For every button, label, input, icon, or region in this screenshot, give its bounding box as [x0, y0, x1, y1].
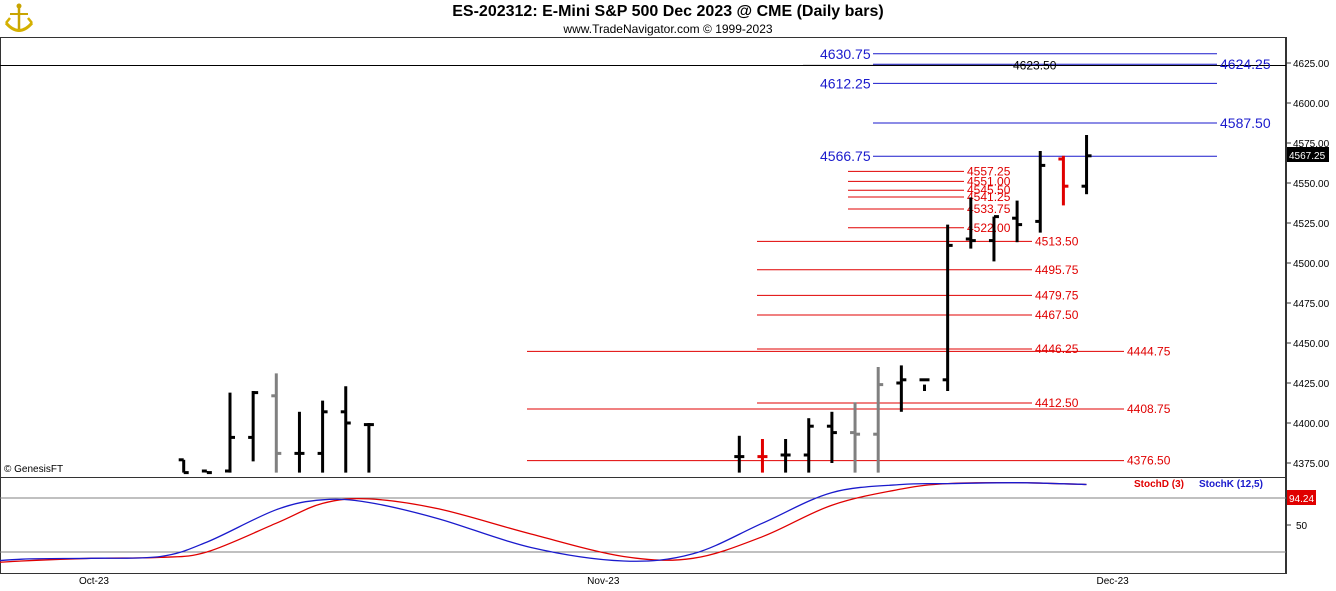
- osc-tick-label: 50: [1296, 521, 1308, 532]
- date-tick-label: Nov-23: [587, 576, 620, 587]
- ohlc-bar: [317, 400, 328, 473]
- level-label: 4557.25: [967, 164, 1011, 178]
- ohlc-bar: [340, 386, 351, 473]
- stoch-value-label: 94.24: [1289, 494, 1314, 505]
- ohlc-bar: [734, 435, 745, 473]
- price-tick-label: 4575.00: [1293, 139, 1330, 150]
- level-label: 4587.50: [1220, 115, 1271, 131]
- ohlc-bar: [271, 373, 282, 473]
- ohlc-bar: [826, 411, 837, 463]
- level-label: 4376.50: [1127, 454, 1171, 468]
- ohlc-bar: [873, 367, 884, 473]
- level-label: 4566.75: [820, 148, 871, 164]
- ohlc-bar: [942, 224, 953, 391]
- level-label: 4623.50: [1013, 58, 1057, 72]
- level-label: 4630.75: [820, 46, 871, 62]
- last-price-label: 4567.25: [1289, 151, 1326, 162]
- ohlc-bar: [1058, 155, 1069, 206]
- ohlc-bar: [988, 215, 999, 262]
- stoch-series-line: [0, 482, 1087, 562]
- price-tick-label: 4625.00: [1293, 59, 1330, 70]
- legend-stochk: StochK (12,5): [1199, 479, 1263, 490]
- level-label: 4408.75: [1127, 402, 1171, 416]
- level-label: 4522.00: [967, 221, 1011, 235]
- chart-subtitle: www.TradeNavigator.com © 1999-2023: [563, 22, 773, 36]
- level-label: 4551.00: [967, 174, 1011, 188]
- date-tick-label: Dec-23: [1096, 576, 1129, 587]
- level-lines: 4630.75 4624.25 4623.50 4612.25 4587.50 4566.…: [527, 46, 1271, 468]
- price-tick-label: 4450.00: [1293, 339, 1330, 350]
- ohlc-bar: [1081, 135, 1092, 195]
- level-label: 4624.25: [1220, 56, 1271, 72]
- ohlc-bar: [248, 391, 259, 462]
- ohlc-bar: [896, 365, 907, 412]
- ohlc-bar: [965, 197, 976, 249]
- date-axis: Oct-23 Nov-23 Dec-23: [79, 576, 1129, 587]
- level-label: 4513.50: [1035, 234, 1079, 248]
- price-tick-label: 4375.00: [1293, 459, 1330, 470]
- level-label: 4479.75: [1035, 288, 1079, 302]
- price-tick-label: 4500.00: [1293, 259, 1330, 270]
- chart-title: ES-202312: E-Mini S&P 500 Dec 2023 @ CME…: [452, 3, 884, 20]
- stochastic-pane: 50: [0, 481, 1308, 563]
- ohlc-bar: [757, 439, 768, 473]
- level-label: 4541.25: [967, 190, 1011, 204]
- level-label: 4612.25: [820, 75, 871, 91]
- level-label: 4533.75: [967, 202, 1011, 216]
- ohlc-bar: [178, 458, 189, 475]
- trade-navigator-logo: [4, 3, 34, 32]
- price-tick-label: 4425.00: [1293, 379, 1330, 390]
- level-label: 4444.75: [1127, 344, 1171, 358]
- plot-frame: [0, 37, 1286, 574]
- ohlc-bar: [780, 439, 791, 473]
- ohlc-bar: [803, 418, 814, 473]
- last-price-badge: [1287, 147, 1329, 162]
- ohlc-bar: [363, 423, 374, 473]
- ohlc-bar: [919, 378, 930, 391]
- price-bars: [178, 135, 1092, 475]
- level-label: 4412.50: [1035, 396, 1079, 410]
- data-source-watermark: © GenesisFT: [4, 464, 63, 475]
- date-tick-label: Oct-23: [79, 576, 109, 587]
- price-axis: 4625.00 4600.00 4575.00 4550.00 4525.00 4500.…: [1286, 59, 1330, 470]
- stoch-value-badge: [1287, 490, 1316, 505]
- price-tick-label: 4475.00: [1293, 299, 1330, 310]
- price-tick-label: 4550.00: [1293, 179, 1330, 190]
- stoch-series-line: [0, 481, 1087, 563]
- ohlc-bar: [294, 411, 305, 473]
- ohlc-bar: [850, 402, 861, 473]
- price-tick-label: 4600.00: [1293, 99, 1330, 110]
- ohlc-bar: [225, 392, 235, 473]
- level-label: 4495.75: [1035, 263, 1079, 277]
- level-label: 4545.50: [967, 183, 1011, 197]
- ohlc-bar: [1035, 151, 1046, 233]
- ohlc-bar: [1012, 200, 1023, 243]
- price-tick-label: 4525.00: [1293, 219, 1330, 230]
- level-label: 4446.25: [1035, 342, 1079, 356]
- legend-stochd: StochD (3): [1134, 479, 1184, 490]
- price-tick-label: 4400.00: [1293, 419, 1330, 430]
- level-label: 4467.50: [1035, 308, 1079, 322]
- ohlc-bar: [201, 469, 212, 475]
